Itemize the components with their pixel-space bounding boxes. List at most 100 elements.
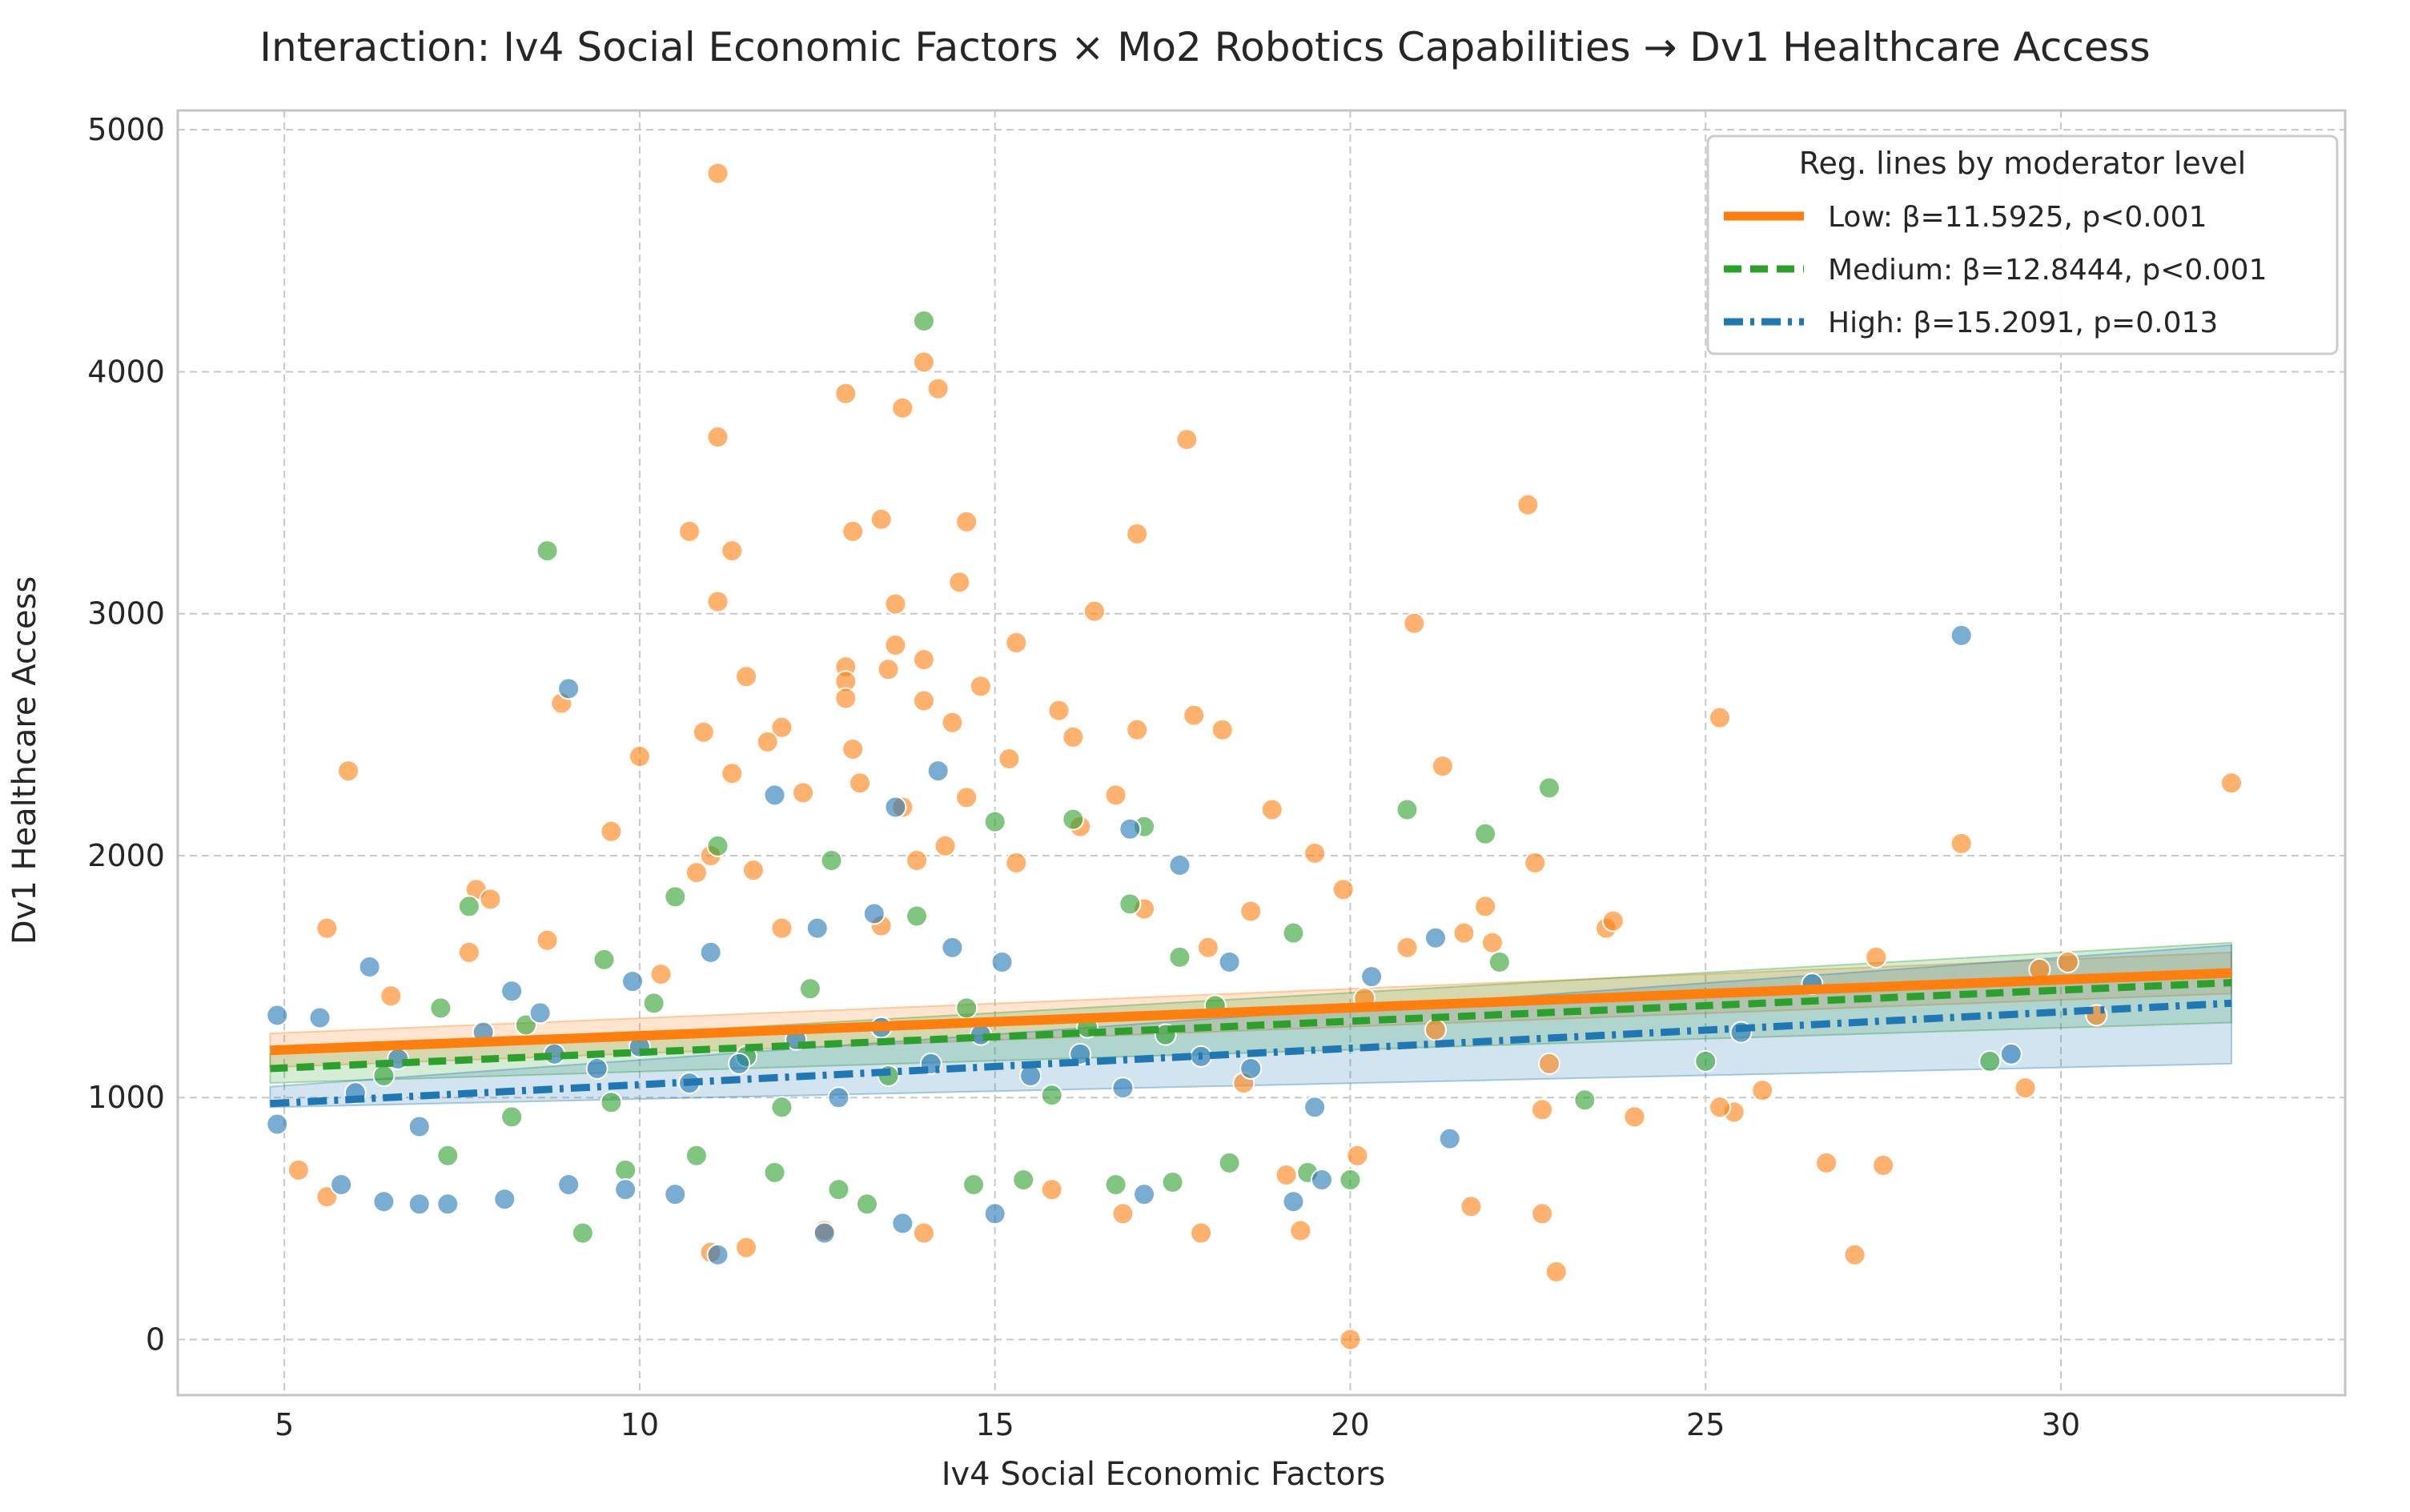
scatter-point-low bbox=[1332, 878, 1355, 901]
scatter-point-low bbox=[1126, 522, 1149, 545]
scatter-point-high bbox=[1111, 1077, 1135, 1100]
scatter-point-high bbox=[528, 1001, 552, 1025]
scatter-point-low bbox=[649, 963, 673, 986]
scatter-point-medium bbox=[1012, 1168, 1035, 1191]
scatter-point-high bbox=[706, 1243, 729, 1266]
scatter-point-medium bbox=[1978, 1049, 2002, 1073]
x-tick-label: 25 bbox=[1686, 1407, 1725, 1442]
scatter-point-high bbox=[805, 916, 829, 940]
scatter-point-low bbox=[1196, 936, 1219, 959]
scatter-point-low bbox=[1424, 1018, 1447, 1041]
y-tick-label: 0 bbox=[146, 1321, 165, 1357]
scatter-point-low bbox=[706, 426, 729, 449]
scatter-point-medium bbox=[500, 1105, 524, 1129]
scatter-point-high bbox=[728, 1052, 751, 1075]
scatter-point-low bbox=[849, 772, 872, 795]
scatter-point-low bbox=[741, 859, 765, 882]
scatter-point-low bbox=[1474, 895, 1497, 918]
scatter-point-low bbox=[834, 382, 858, 405]
scatter-point-low bbox=[756, 730, 779, 753]
scatter-point-low bbox=[1111, 1202, 1135, 1225]
scatter-point-high bbox=[493, 1188, 516, 1211]
scatter-point-medium bbox=[1040, 1084, 1063, 1107]
scatter-point-low bbox=[1531, 1098, 1554, 1121]
scatter-point-medium bbox=[436, 1144, 460, 1167]
scatter-point-high bbox=[621, 970, 645, 993]
y-tick-label: 3000 bbox=[87, 596, 165, 632]
scatter-point-low bbox=[877, 658, 900, 681]
legend-title: Reg. lines by moderator level bbox=[1799, 146, 2246, 181]
scatter-point-high bbox=[664, 1183, 687, 1206]
scatter-point-low bbox=[969, 675, 992, 698]
scatter-point-low bbox=[1346, 1144, 1369, 1167]
scatter-point-high bbox=[827, 1086, 850, 1109]
scatter-point-high bbox=[884, 796, 907, 819]
scatter-point-low bbox=[1452, 921, 1476, 944]
scatter-point-high bbox=[1303, 1096, 1327, 1119]
scatter-point-low bbox=[1623, 1105, 1646, 1129]
y-tick-label: 2000 bbox=[87, 838, 165, 873]
legend-entries: Low: β=11.5925, p<0.001 Medium: β=12.8444… bbox=[1724, 201, 2267, 339]
scatter-point-high bbox=[813, 1221, 836, 1245]
scatter-point-high bbox=[408, 1193, 431, 1216]
scatter-point-medium bbox=[1488, 950, 1511, 973]
legend: Reg. lines by moderator level Low: β=11.… bbox=[1706, 134, 2339, 355]
scatter-point-low bbox=[1047, 699, 1070, 722]
y-tick-label: 5000 bbox=[87, 112, 165, 147]
scatter-point-low bbox=[1396, 936, 1419, 959]
scatter-point-low bbox=[941, 711, 964, 734]
scatter-point-low bbox=[1431, 755, 1454, 778]
scatter-point-medium bbox=[983, 810, 1006, 833]
scatter-point-low bbox=[287, 1158, 310, 1181]
scatter-point-high bbox=[990, 950, 1014, 973]
scatter-point-low bbox=[1815, 1151, 1838, 1174]
scatter-point-low bbox=[955, 510, 978, 533]
scatter-point-low bbox=[1239, 900, 1263, 923]
scatter-point-low bbox=[1460, 1195, 1483, 1218]
scatter-point-high bbox=[1424, 926, 1447, 949]
scatter-point-low bbox=[1531, 1202, 1554, 1225]
scatter-point-low bbox=[479, 888, 502, 911]
scatter-point-high bbox=[699, 940, 722, 964]
scatter-point-high bbox=[926, 760, 950, 783]
scatter-point-medium bbox=[820, 849, 843, 872]
scatter-point-medium bbox=[571, 1221, 594, 1245]
scatter-point-low bbox=[315, 916, 339, 940]
scatter-point-medium bbox=[763, 1161, 786, 1184]
scatter-point-low bbox=[1516, 493, 1540, 516]
scatter-point-medium bbox=[1168, 945, 1191, 969]
scatter-point-low bbox=[1524, 852, 1547, 875]
scatter-point-low bbox=[1872, 1153, 1895, 1177]
scatter-point-low bbox=[1062, 725, 1085, 748]
legend-box bbox=[1706, 134, 2339, 355]
scatter-point-high bbox=[358, 956, 381, 978]
scatter-point-high bbox=[557, 677, 580, 700]
scatter-point-medium bbox=[642, 992, 665, 1015]
scatter-point-low bbox=[1183, 704, 1206, 727]
scatter-point-low bbox=[841, 737, 865, 760]
scatter-point-medium bbox=[855, 1193, 878, 1216]
scatter-point-high bbox=[1119, 817, 1142, 840]
scatter-point-low bbox=[1339, 1328, 1362, 1351]
scatter-point-medium bbox=[600, 1091, 623, 1114]
scatter-point-medium bbox=[1161, 1171, 1184, 1194]
x-axis-label: Iv4 Social Economic Factors bbox=[942, 1456, 1386, 1493]
scatter-point-low bbox=[1601, 909, 1625, 932]
scatter-point-low bbox=[891, 396, 914, 419]
scatter-point-low bbox=[912, 351, 935, 374]
scatter-point-high bbox=[1282, 1190, 1305, 1213]
legend-entry-label: Medium: β=12.8444, p<0.001 bbox=[1828, 254, 2267, 287]
scatter-point-low bbox=[735, 1236, 758, 1259]
scatter-point-high bbox=[436, 1193, 460, 1216]
scatter-point-high bbox=[1239, 1057, 1263, 1080]
scatter-point-low bbox=[337, 760, 360, 783]
scatter-point-low bbox=[1082, 600, 1106, 623]
scatter-point-low bbox=[841, 519, 865, 543]
y-tick-label: 1000 bbox=[87, 1080, 165, 1115]
scatter-point-low bbox=[870, 507, 893, 531]
x-tick-label: 10 bbox=[621, 1407, 659, 1442]
scatter-point-low bbox=[926, 377, 950, 400]
y-tick-labels: 0 1000 2000 3000 4000 5000 bbox=[87, 112, 165, 1357]
scatter-point-low bbox=[1104, 784, 1127, 807]
